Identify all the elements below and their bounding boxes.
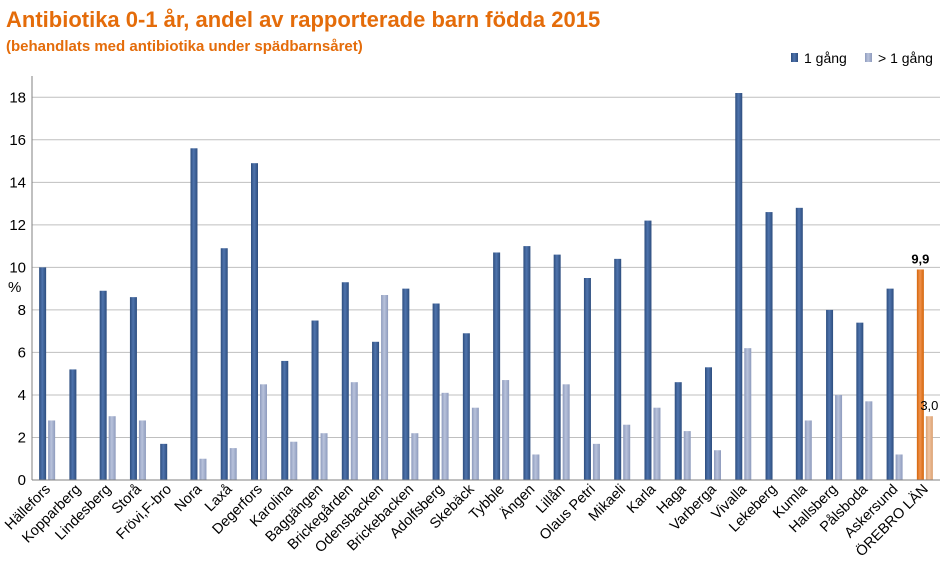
bar-lillan-1-gang bbox=[553, 254, 561, 480]
y-tick-label: 8 bbox=[18, 302, 26, 319]
bar-lindesberg-1-gang bbox=[99, 290, 107, 480]
bar-hallsberg-more-than-1-gang bbox=[835, 394, 843, 480]
y-tick-label: 6 bbox=[18, 344, 26, 361]
bar-brickebacken-1-gang bbox=[402, 288, 410, 480]
chart-subtitle: (behandlats med antibiotika under spädba… bbox=[6, 38, 363, 55]
bar-nora-more-than-1-gang bbox=[199, 458, 207, 480]
legend-label-more-than-1-gang: > 1 gång bbox=[878, 50, 933, 66]
bars bbox=[39, 93, 933, 480]
bar-lekeberg-1-gang bbox=[765, 212, 773, 480]
y-tick-label: 10 bbox=[9, 259, 26, 276]
bar-vivalla-more-than-1-gang bbox=[744, 348, 752, 480]
bar-olaus-petri-1-gang bbox=[583, 278, 591, 480]
category-label-karla: Karla bbox=[624, 481, 660, 517]
bar-brickegarden-more-than-1-gang bbox=[350, 382, 358, 480]
bar-mikaeli-1-gang bbox=[614, 258, 622, 480]
bar-palsboda-1-gang bbox=[856, 322, 864, 480]
bar-hallefors-1-gang bbox=[39, 267, 47, 480]
category-label-nora: Nora bbox=[172, 481, 206, 515]
gridlines bbox=[32, 96, 940, 438]
bar-haga-1-gang bbox=[674, 382, 682, 480]
bar-orebro-lan-more-than-1-gang bbox=[925, 416, 933, 480]
bar-kumla-1-gang bbox=[795, 207, 803, 480]
bar-brickebacken-more-than-1-gang bbox=[411, 433, 419, 480]
y-tick-label: 16 bbox=[9, 132, 26, 149]
bar-brickegarden-1-gang bbox=[341, 282, 349, 480]
y-tick-label: 2 bbox=[18, 429, 26, 446]
bar-askersund-1-gang bbox=[886, 288, 894, 480]
bar-angen-1-gang bbox=[523, 246, 531, 480]
bar-karolina-1-gang bbox=[281, 360, 289, 480]
bar-frovi-f-bro-1-gang bbox=[160, 443, 168, 480]
bar-skeback-more-than-1-gang bbox=[471, 407, 479, 480]
bar-varberga-1-gang bbox=[705, 367, 712, 480]
category-labels: HälleforsKopparbergLindesbergStoråFrövi,… bbox=[2, 480, 932, 560]
bar-kopparberg-1-gang bbox=[69, 369, 77, 480]
bar-palsboda-more-than-1-gang bbox=[865, 401, 873, 480]
y-axis-ticks: 0 2 4 6 8 10 12 14 16 18 bbox=[9, 89, 26, 489]
y-axis-label: % bbox=[8, 279, 21, 296]
bar-hallefors-more-than-1-gang bbox=[48, 420, 56, 480]
bar-olaus-petri-more-than-1-gang bbox=[592, 443, 600, 480]
legend-swatch-more-than-1-gang bbox=[865, 53, 872, 62]
bar-skeback-1-gang bbox=[462, 333, 470, 480]
bar-baggangen-more-than-1-gang bbox=[320, 433, 328, 480]
legend: 1 gång > 1 gång bbox=[791, 50, 933, 66]
bar-odensbacken-more-than-1-gang bbox=[381, 295, 389, 480]
bar-degerfors-1-gang bbox=[251, 163, 258, 480]
bar-stora-more-than-1-gang bbox=[138, 420, 146, 480]
bar-odensbacken-1-gang bbox=[372, 341, 380, 480]
bar-varberga-more-than-1-gang bbox=[714, 450, 721, 480]
bar-orebro-lan-1-gang bbox=[916, 269, 924, 480]
y-tick-label: 18 bbox=[9, 89, 26, 106]
y-tick-label: 4 bbox=[18, 387, 26, 404]
bar-karla-1-gang bbox=[644, 220, 652, 480]
bar-hallsberg-1-gang bbox=[826, 309, 834, 480]
bar-degerfors-more-than-1-gang bbox=[260, 384, 267, 480]
category-label-angen: Ängen bbox=[497, 481, 539, 523]
bar-baggangen-1-gang bbox=[311, 320, 319, 480]
bar-lillan-more-than-1-gang bbox=[562, 384, 570, 480]
bar-laxa-1-gang bbox=[220, 248, 228, 480]
y-tick-label: 14 bbox=[9, 174, 26, 191]
bar-kumla-more-than-1-gang bbox=[804, 420, 812, 480]
bar-adolfsberg-more-than-1-gang bbox=[441, 392, 449, 480]
data-labels: 9,9 3,0 bbox=[911, 251, 938, 413]
bar-lindesberg-more-than-1-gang bbox=[108, 416, 116, 480]
bar-angen-more-than-1-gang bbox=[532, 454, 540, 480]
bar-adolfsberg-1-gang bbox=[432, 303, 440, 480]
bar-laxa-more-than-1-gang bbox=[229, 448, 237, 480]
bar-askersund-more-than-1-gang bbox=[895, 454, 903, 480]
bar-mikaeli-more-than-1-gang bbox=[623, 424, 631, 480]
bar-vivalla-1-gang bbox=[735, 93, 743, 480]
bar-tybble-more-than-1-gang bbox=[502, 380, 510, 480]
bar-haga-more-than-1-gang bbox=[683, 431, 691, 480]
y-tick-label: 12 bbox=[9, 217, 26, 234]
legend-label-1-gang: 1 gång bbox=[804, 50, 847, 66]
bar-stora-1-gang bbox=[129, 297, 137, 480]
bar-karla-more-than-1-gang bbox=[653, 407, 661, 480]
chart-title: Antibiotika 0-1 år, andel av rapporterad… bbox=[6, 7, 600, 32]
bar-tybble-1-gang bbox=[493, 252, 501, 480]
bar-karolina-more-than-1-gang bbox=[290, 441, 298, 480]
bar-nora-1-gang bbox=[190, 148, 198, 480]
data-label-orebro-lan-more-than-1-gang: 3,0 bbox=[920, 398, 938, 413]
legend-swatch-1-gang bbox=[791, 53, 798, 62]
y-tick-label: 0 bbox=[18, 472, 26, 489]
data-label-orebro-lan-1-gang: 9,9 bbox=[911, 251, 929, 266]
